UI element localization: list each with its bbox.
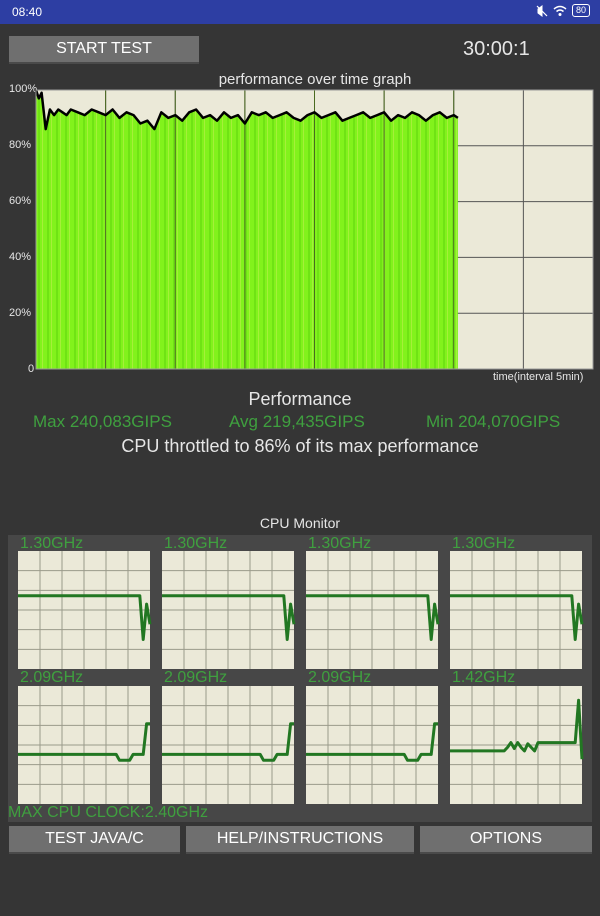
battery-icon: 80 [571, 4, 590, 17]
y-tick-80: 80% [9, 139, 32, 151]
options-button[interactable]: OPTIONS [420, 826, 592, 854]
y-tick-100: 100% [9, 83, 38, 95]
cpu-core-graph [18, 551, 152, 669]
cpu-frequency-line [450, 594, 584, 641]
cpu-frequency-line [18, 594, 152, 641]
core-freq-2: 1.30GHz [164, 535, 228, 552]
status-icons: 80 [536, 4, 590, 17]
avg-performance: Avg 219,435GIPS [229, 412, 365, 431]
y-tick-0: 0 [28, 363, 35, 375]
wifi-icon [553, 5, 567, 16]
cpu-frequency-line [162, 594, 296, 641]
performance-area [36, 90, 458, 369]
cpu-frequency-line [306, 594, 440, 641]
core-freq-1: 1.30GHz [20, 535, 84, 552]
core-freq-4: 1.30GHz [452, 535, 516, 552]
y-tick-60: 60% [9, 195, 32, 207]
performance-line [34, 89, 459, 131]
status-bar: 08:40 80 [0, 0, 600, 24]
y-tick-40: 40% [9, 251, 32, 263]
help-instructions-button[interactable]: HELP/INSTRUCTIONS [186, 826, 414, 854]
performance-graph [34, 89, 594, 370]
performance-fill [36, 90, 458, 369]
cpu-frequency-line [306, 722, 438, 762]
cpu-frequency-line [162, 722, 294, 762]
cpu-core-graph [450, 686, 584, 804]
cpu-frequency-line [450, 698, 584, 760]
graph-title: performance over time graph [218, 71, 412, 88]
cpu-core-graph [306, 551, 440, 669]
y-tick-20: 20% [9, 307, 32, 319]
performance-heading: Performance [248, 389, 352, 409]
cpu-monitor-title: CPU Monitor [259, 515, 341, 531]
cpu-core-graph [306, 686, 438, 804]
test-timer: 30:00:1 [463, 38, 530, 60]
throttle-message: CPU throttled to 86% of its max performa… [121, 436, 479, 456]
cpu-core-graph [162, 551, 296, 669]
cpu-frequency-line [18, 722, 150, 762]
performance-series-line [34, 89, 459, 131]
test-java-c-button[interactable]: TEST JAVA/C [9, 826, 180, 854]
status-time: 08:40 [12, 5, 43, 19]
core-freq-8: 1.42GHz [452, 669, 516, 686]
cpu-core-graph [162, 686, 294, 804]
core-freq-3: 1.30GHz [308, 535, 372, 552]
core-freq-7: 2.09GHz [308, 669, 372, 686]
graph-frame [35, 89, 594, 370]
mute-icon [536, 4, 548, 17]
start-test-button[interactable]: START TEST [9, 36, 199, 64]
min-performance: Min 204,070GIPS [426, 412, 561, 431]
max-cpu-clock: MAX CPU CLOCK:2.40GHz [8, 804, 209, 821]
cpu-core-graph [450, 551, 584, 669]
x-axis-label: time(interval 5min) [493, 371, 584, 383]
max-performance: Max 240,083GIPS [33, 412, 172, 431]
cpu-core-graph [18, 686, 150, 804]
core-freq-6: 2.09GHz [164, 669, 228, 686]
core-freq-5: 2.09GHz [20, 669, 84, 686]
